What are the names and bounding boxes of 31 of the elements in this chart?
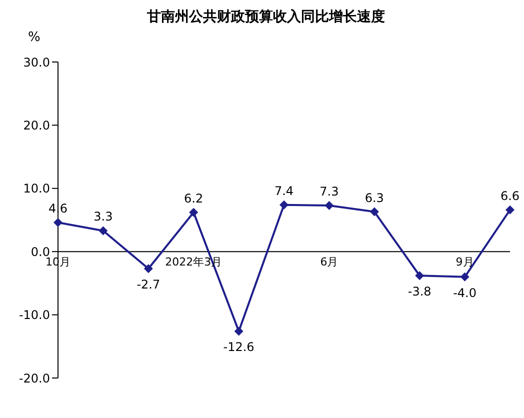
y-tick-label: 10.0 <box>23 182 50 196</box>
chart-title: 甘南州公共财政预算收入同比增长速度 <box>146 8 386 26</box>
point <box>370 207 379 216</box>
data-label: 6.6 <box>500 188 520 203</box>
point <box>506 205 514 214</box>
data-label: -12.6 <box>223 340 254 354</box>
point <box>234 326 244 336</box>
point <box>144 264 153 274</box>
data-label: 3.3 <box>94 210 113 224</box>
data-label: -4.0 <box>453 286 477 300</box>
y-axis-title: % <box>28 30 40 45</box>
data-label: 6.3 <box>364 190 384 205</box>
y-tick-label: 20.0 <box>23 118 50 132</box>
data-label: 7.3 <box>320 184 339 198</box>
y-tick-label: 30.0 <box>23 55 50 70</box>
data-label: 6.2 <box>184 191 204 206</box>
y-tick-label: -20.0 <box>18 371 50 386</box>
y-tick-label: 0.0 <box>30 244 50 259</box>
point <box>98 226 108 236</box>
point <box>415 271 424 280</box>
point <box>280 200 288 210</box>
x-tick-label: 6月 <box>320 256 338 269</box>
data-label: 7.4 <box>274 184 294 198</box>
data-label: -3.8 <box>408 284 432 299</box>
data-label: -2.7 <box>136 278 160 292</box>
point <box>460 272 470 282</box>
point <box>54 218 62 228</box>
y-tick-label: -10.0 <box>18 308 50 322</box>
x-tick-label: 9月 <box>456 256 474 269</box>
point <box>324 200 334 210</box>
point <box>189 208 198 217</box>
